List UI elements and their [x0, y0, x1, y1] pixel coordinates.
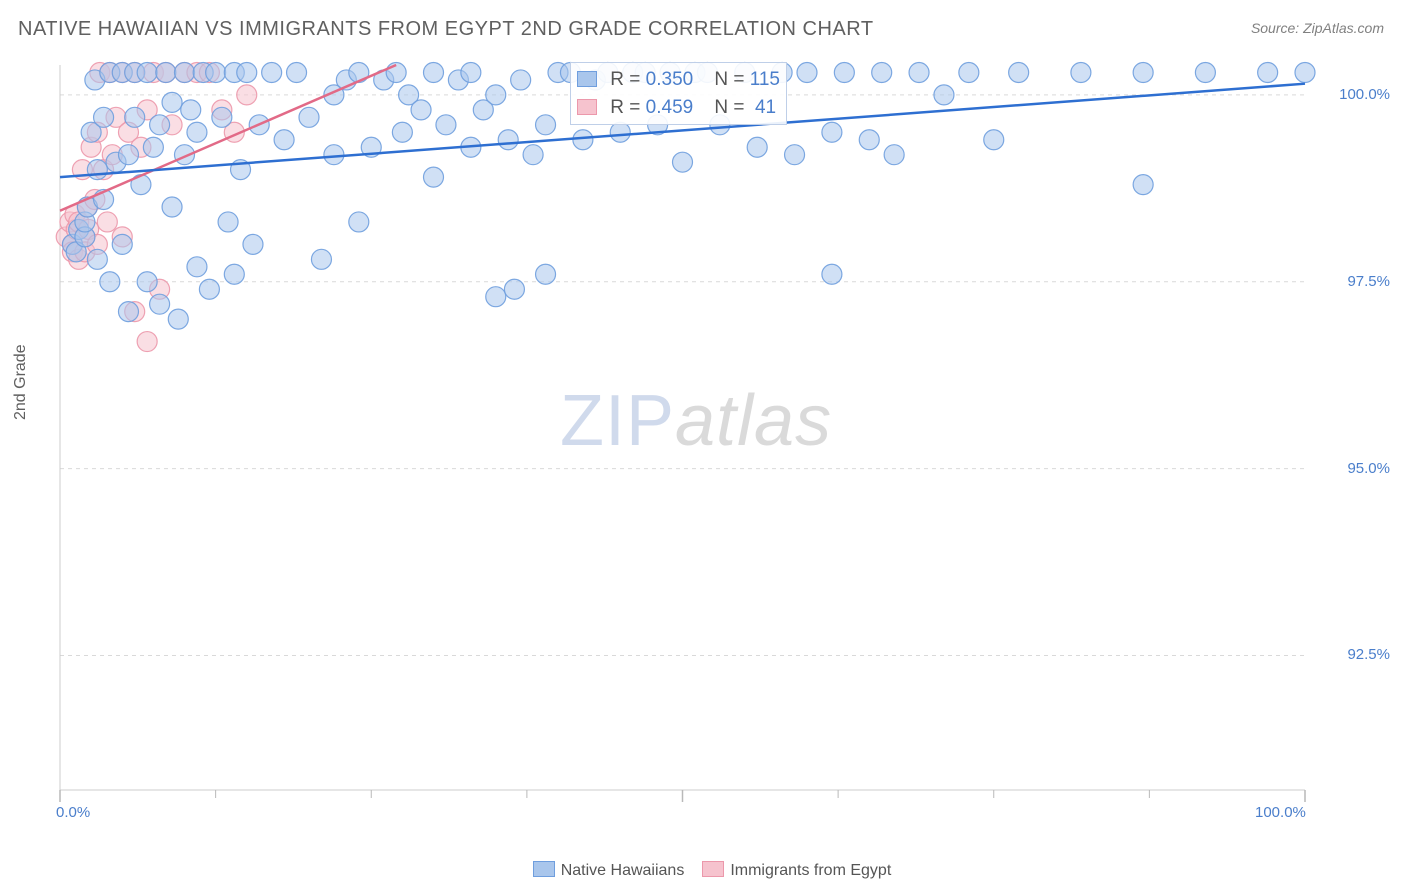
stats-n-pink: 41 — [755, 97, 776, 118]
stats-n-blue: 115 — [750, 69, 780, 90]
legend-label: Immigrants from Egypt — [730, 862, 891, 879]
stats-r-pink: 0.459 — [646, 97, 694, 118]
y-tick-label: 100.0% — [1320, 86, 1390, 103]
y-tick-label: 95.0% — [1320, 460, 1390, 477]
y-axis-label: 2nd Grade — [12, 344, 30, 420]
legend-swatch — [702, 861, 724, 877]
correlation-stats-box: R = 0.350 N = 115 R = 0.459 N = 41 — [570, 62, 787, 125]
stats-row-pink: R = 0.459 N = 41 — [577, 94, 780, 122]
stats-r-blue: 0.350 — [646, 69, 694, 90]
legend-swatch — [533, 861, 555, 877]
source-attribution: Source: ZipAtlas.com — [1251, 20, 1384, 36]
y-tick-label: 92.5% — [1320, 646, 1390, 663]
chart-title: NATIVE HAWAIIAN VS IMMIGRANTS FROM EGYPT… — [18, 18, 874, 41]
stats-swatch-blue — [577, 71, 597, 87]
scatter-plot — [55, 60, 1375, 820]
legend-label: Native Hawaiians — [561, 862, 685, 879]
x-tick-label: 100.0% — [1255, 804, 1306, 821]
x-tick-label: 0.0% — [56, 804, 90, 821]
y-tick-label: 97.5% — [1320, 273, 1390, 290]
stats-swatch-pink — [577, 99, 597, 115]
stats-row-blue: R = 0.350 N = 115 — [577, 66, 780, 94]
legend-bottom: Native Hawaiians Immigrants from Egypt — [0, 861, 1406, 880]
chart-container: NATIVE HAWAIIAN VS IMMIGRANTS FROM EGYPT… — [0, 0, 1406, 892]
